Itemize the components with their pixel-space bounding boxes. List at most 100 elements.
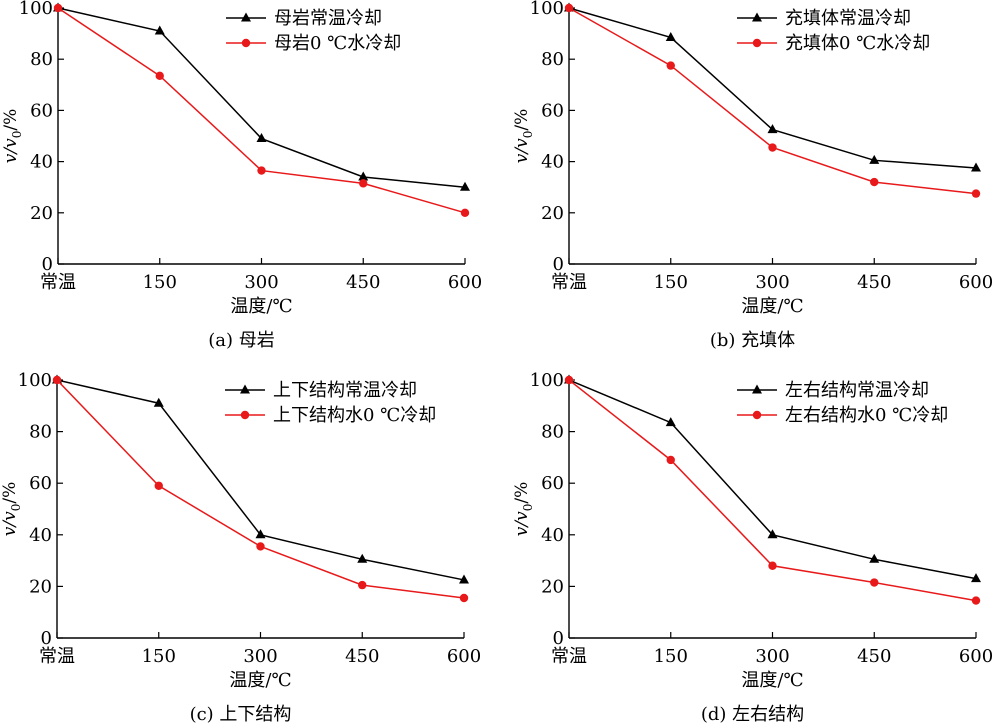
panel-caption: (a) 母岩 [208, 330, 275, 351]
data-point-triangle [869, 553, 880, 563]
y-tick-label: 100 [530, 370, 564, 391]
legend-label-2: 母岩0 ℃水冷却 [274, 33, 401, 54]
data-point-circle [358, 580, 367, 590]
data-point-triangle [665, 417, 676, 427]
y-tick-label: 0 [41, 628, 52, 649]
x-axis-label: 温度/℃ [741, 670, 803, 691]
x-tick-label: 150 [143, 272, 177, 293]
x-tick-label: 600 [448, 272, 482, 293]
data-point-circle [666, 455, 675, 465]
data-point-triangle [869, 154, 880, 164]
y-tick-label: 60 [29, 473, 52, 494]
data-point-circle [768, 143, 777, 152]
y-axis-label: v/v0/% [1, 109, 24, 163]
y-tick-label: 60 [541, 473, 564, 494]
legend-label-1: 充填体常温冷却 [785, 8, 911, 29]
x-tick-label: 300 [243, 646, 277, 667]
legend-marker-circle [752, 410, 762, 420]
panel-caption: (d) 左右结构 [701, 704, 804, 723]
y-tick-label: 20 [29, 576, 52, 597]
data-point-circle [564, 375, 574, 385]
y-tick-label: 40 [541, 525, 564, 546]
x-tick-label: 150 [142, 646, 176, 667]
y-axis-label: v/v0/% [512, 482, 535, 536]
x-tick-label: 450 [345, 646, 379, 667]
y-axis-label-main: v/v [512, 511, 532, 536]
y-axis-label-main: v/v [0, 511, 20, 536]
data-point-circle [256, 542, 265, 551]
legend-label-1: 左右结构常温冷却 [785, 380, 929, 401]
x-tick-label: 450 [857, 272, 891, 293]
y-axis-label-unit: /% [0, 482, 20, 504]
data-point-circle [971, 189, 981, 198]
x-tick-label: 150 [654, 272, 688, 293]
data-point-triangle [459, 574, 469, 584]
y-tick-label: 40 [30, 152, 53, 173]
y-tick-label: 20 [541, 576, 564, 597]
data-point-triangle [971, 162, 981, 172]
data-point-triangle [358, 171, 369, 181]
y-axis-label-unit: /% [512, 109, 532, 131]
series-line-1 [57, 7, 466, 188]
legend-label-2: 上下结构水0 ℃冷却 [273, 405, 436, 426]
legend-marker-circle [241, 38, 251, 48]
legend-marker-triangle [752, 12, 762, 22]
data-point-circle [257, 166, 266, 175]
data-point-triangle [460, 181, 470, 191]
x-tick-label: 600 [959, 646, 993, 667]
panel-caption: (c) 上下结构 [190, 704, 292, 723]
panel-caption: (b) 充填体 [710, 330, 795, 351]
data-point-triangle [971, 573, 981, 583]
x-tick-label: 450 [346, 272, 380, 293]
y-axis-label-subscript: 0 [9, 504, 23, 512]
data-point-circle [460, 208, 470, 217]
x-axis-label: 温度/℃ [741, 296, 803, 317]
data-point-triangle [665, 31, 676, 41]
y-axis-label-subscript: 0 [521, 504, 535, 512]
data-point-circle [459, 593, 469, 603]
y-tick-label: 0 [42, 254, 53, 275]
data-point-circle [870, 578, 879, 587]
x-tick-label: 300 [244, 272, 278, 293]
legend-label-2: 左右结构水0 ℃冷却 [785, 405, 948, 426]
data-point-triangle [767, 124, 778, 134]
data-point-circle [971, 596, 981, 605]
y-tick-label: 0 [553, 628, 564, 649]
y-tick-label: 0 [553, 254, 564, 275]
data-point-circle [359, 179, 368, 188]
y-tick-label: 80 [541, 422, 564, 443]
x-tick-label: 600 [447, 646, 481, 667]
data-point-triangle [357, 553, 368, 563]
x-axis-label: 温度/℃ [229, 670, 291, 691]
y-tick-label: 100 [530, 0, 564, 19]
y-tick-label: 80 [29, 422, 52, 443]
x-tick-label: 常温 [551, 272, 587, 293]
y-axis-label-subscript: 0 [521, 131, 535, 139]
x-tick-label: 450 [857, 646, 891, 667]
legend-label-1: 上下结构常温冷却 [273, 380, 417, 401]
legend-label-2: 充填体0 ℃水冷却 [785, 33, 930, 54]
data-point-circle [53, 3, 63, 13]
y-tick-label: 60 [30, 100, 53, 121]
x-axis-label: 温度/℃ [230, 296, 292, 317]
data-point-triangle [255, 529, 266, 539]
y-tick-label: 80 [541, 49, 564, 70]
x-tick-label: 300 [755, 272, 789, 293]
y-axis-label: v/v0/% [512, 109, 535, 163]
series-line-2 [57, 7, 466, 214]
data-point-circle [155, 71, 164, 81]
x-tick-label: 600 [959, 272, 993, 293]
x-tick-label: 常温 [40, 272, 76, 293]
data-point-triangle [153, 397, 164, 407]
x-tick-label: 150 [654, 646, 688, 667]
legend-marker-circle [240, 410, 250, 420]
data-point-circle [666, 61, 675, 70]
legend-marker-circle [752, 38, 762, 48]
y-axis-label-main: v/v [1, 138, 21, 163]
y-tick-label: 20 [541, 203, 564, 224]
data-point-circle [52, 375, 62, 385]
